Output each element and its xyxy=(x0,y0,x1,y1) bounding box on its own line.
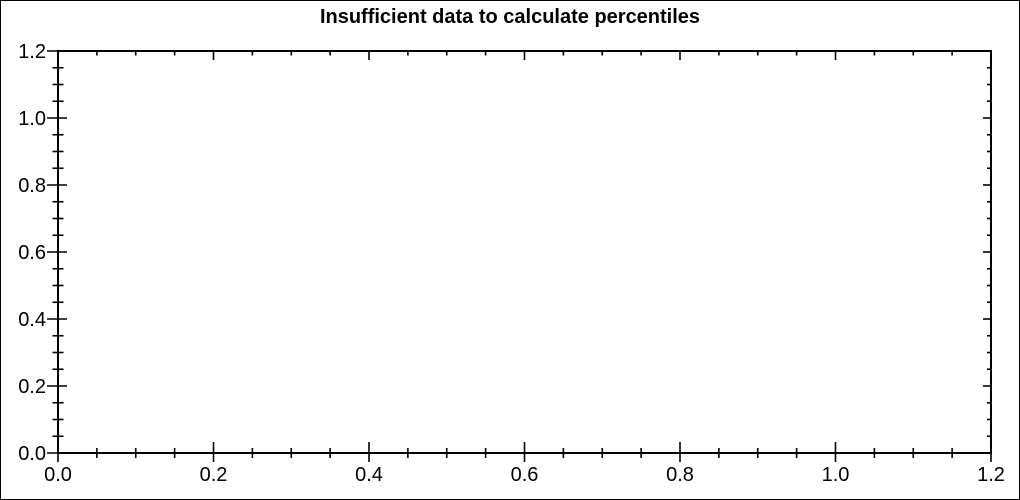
x-tick-label: 0.4 xyxy=(355,464,383,486)
y-tick-label: 1.0 xyxy=(18,108,46,130)
x-tick-label: 0.6 xyxy=(511,464,539,486)
y-tick-label: 0.0 xyxy=(18,443,46,465)
y-tick-label: 0.6 xyxy=(18,242,46,264)
y-tick-label: 0.8 xyxy=(18,175,46,197)
x-tick-label: 0.2 xyxy=(200,464,228,486)
y-tick-label: 1.2 xyxy=(18,41,46,63)
y-tick-label: 0.2 xyxy=(18,376,46,398)
x-tick-label: 0.8 xyxy=(666,464,694,486)
plot-frame xyxy=(57,50,992,454)
chart-title: Insufficient data to calculate percentil… xyxy=(319,6,701,28)
x-tick-label: 1.0 xyxy=(822,464,850,486)
x-tick-label: 1.2 xyxy=(977,464,1005,486)
y-tick-label: 0.4 xyxy=(18,309,46,331)
x-tick-label: 0.0 xyxy=(44,464,72,486)
